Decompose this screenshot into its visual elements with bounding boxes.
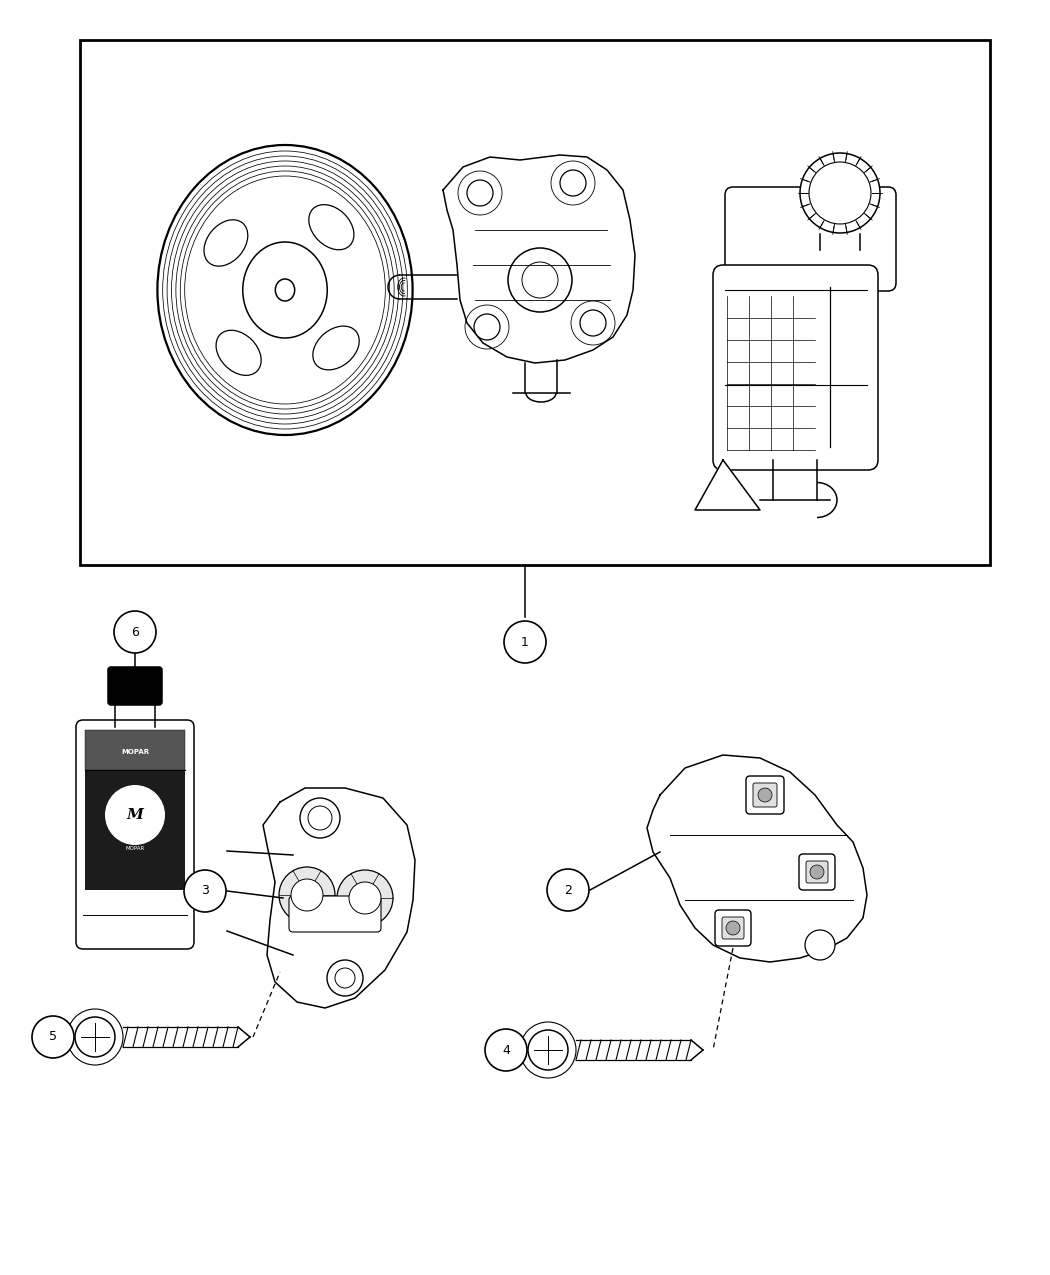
Circle shape — [105, 785, 165, 845]
Text: 6: 6 — [131, 626, 139, 639]
Bar — [85, 731, 185, 770]
Bar — [85, 734, 185, 890]
Circle shape — [474, 314, 500, 340]
Circle shape — [810, 864, 824, 878]
FancyBboxPatch shape — [289, 896, 381, 932]
Text: 5: 5 — [49, 1030, 57, 1043]
FancyBboxPatch shape — [746, 776, 784, 813]
Circle shape — [300, 798, 340, 838]
FancyBboxPatch shape — [713, 265, 878, 470]
Circle shape — [467, 180, 493, 207]
Circle shape — [560, 170, 586, 196]
Polygon shape — [262, 788, 415, 1009]
FancyBboxPatch shape — [799, 854, 835, 890]
Polygon shape — [647, 755, 867, 963]
Polygon shape — [443, 156, 635, 363]
FancyBboxPatch shape — [715, 910, 751, 946]
Circle shape — [327, 960, 363, 996]
Circle shape — [352, 885, 378, 912]
Circle shape — [184, 870, 226, 912]
Circle shape — [800, 153, 880, 233]
Polygon shape — [695, 460, 760, 510]
Circle shape — [580, 310, 606, 337]
Circle shape — [547, 870, 589, 912]
Circle shape — [504, 621, 546, 663]
Circle shape — [528, 1030, 568, 1070]
Circle shape — [75, 1017, 116, 1057]
Text: 4: 4 — [502, 1043, 510, 1057]
Ellipse shape — [216, 330, 261, 375]
Ellipse shape — [309, 204, 354, 250]
Circle shape — [349, 882, 381, 914]
Bar — [80, 40, 990, 565]
FancyBboxPatch shape — [722, 917, 744, 938]
FancyBboxPatch shape — [806, 861, 828, 884]
Text: 3: 3 — [201, 885, 209, 898]
FancyBboxPatch shape — [108, 667, 162, 705]
FancyBboxPatch shape — [76, 720, 194, 949]
Circle shape — [285, 873, 329, 917]
Text: 1: 1 — [521, 635, 529, 649]
Circle shape — [337, 870, 393, 926]
Ellipse shape — [204, 219, 248, 266]
Circle shape — [726, 921, 740, 935]
Circle shape — [485, 1029, 527, 1071]
Circle shape — [279, 867, 335, 923]
Ellipse shape — [243, 242, 328, 338]
Circle shape — [522, 261, 558, 298]
Circle shape — [508, 249, 572, 312]
Text: 2: 2 — [564, 884, 572, 896]
Circle shape — [335, 968, 355, 988]
Ellipse shape — [313, 326, 359, 370]
Text: M: M — [127, 808, 144, 822]
Circle shape — [805, 929, 835, 960]
Circle shape — [308, 806, 332, 830]
Text: MOPAR: MOPAR — [121, 748, 149, 755]
Circle shape — [294, 882, 320, 908]
FancyBboxPatch shape — [724, 187, 896, 291]
Circle shape — [758, 788, 772, 802]
Circle shape — [343, 876, 387, 921]
Circle shape — [32, 1016, 74, 1058]
Ellipse shape — [275, 279, 295, 301]
FancyBboxPatch shape — [753, 783, 777, 807]
Text: MOPAR: MOPAR — [125, 845, 145, 850]
Circle shape — [291, 878, 323, 912]
Circle shape — [808, 162, 871, 224]
Circle shape — [114, 611, 156, 653]
